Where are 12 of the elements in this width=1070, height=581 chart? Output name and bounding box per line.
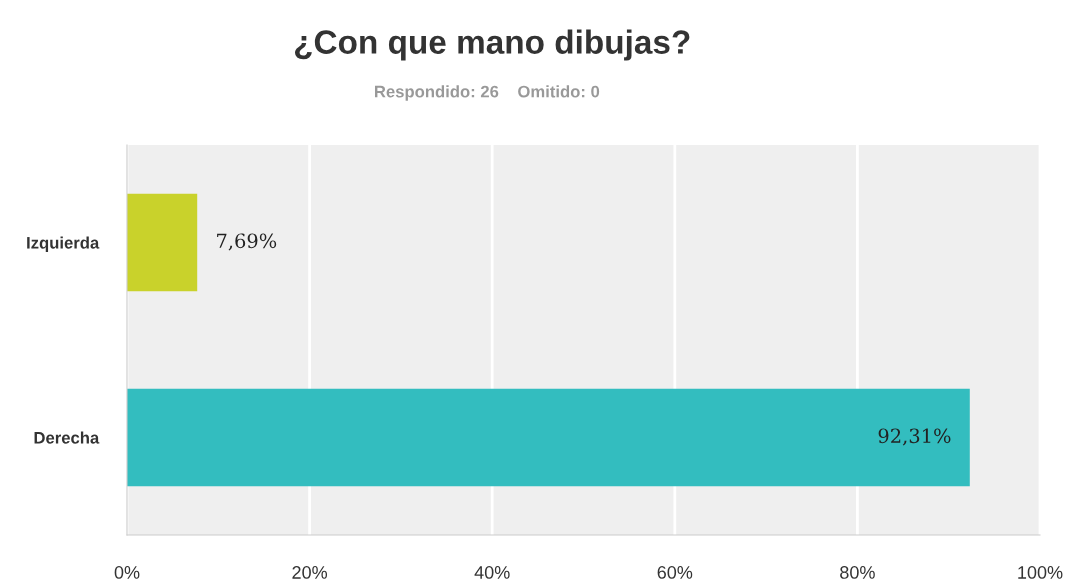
x-tick-label: 100% — [1018, 566, 1063, 579]
chart-title: ¿Con que mano dibujas? — [295, 29, 690, 61]
y-tick-label: Izquierda — [27, 236, 100, 252]
x-tick-label: 40% — [474, 566, 510, 579]
data-label: 92,31% — [878, 428, 951, 446]
y-tick-label: Derecha — [34, 431, 100, 444]
x-tick-label: 80% — [840, 566, 875, 579]
x-tick-label: 0% — [114, 566, 140, 579]
x-tick-label: 60% — [657, 566, 693, 579]
chart-subtitle: Respondido: 26 Omitido: 0 — [375, 85, 600, 101]
data-label: 7,69% — [217, 233, 277, 251]
x-tick-label: 20% — [292, 566, 328, 579]
